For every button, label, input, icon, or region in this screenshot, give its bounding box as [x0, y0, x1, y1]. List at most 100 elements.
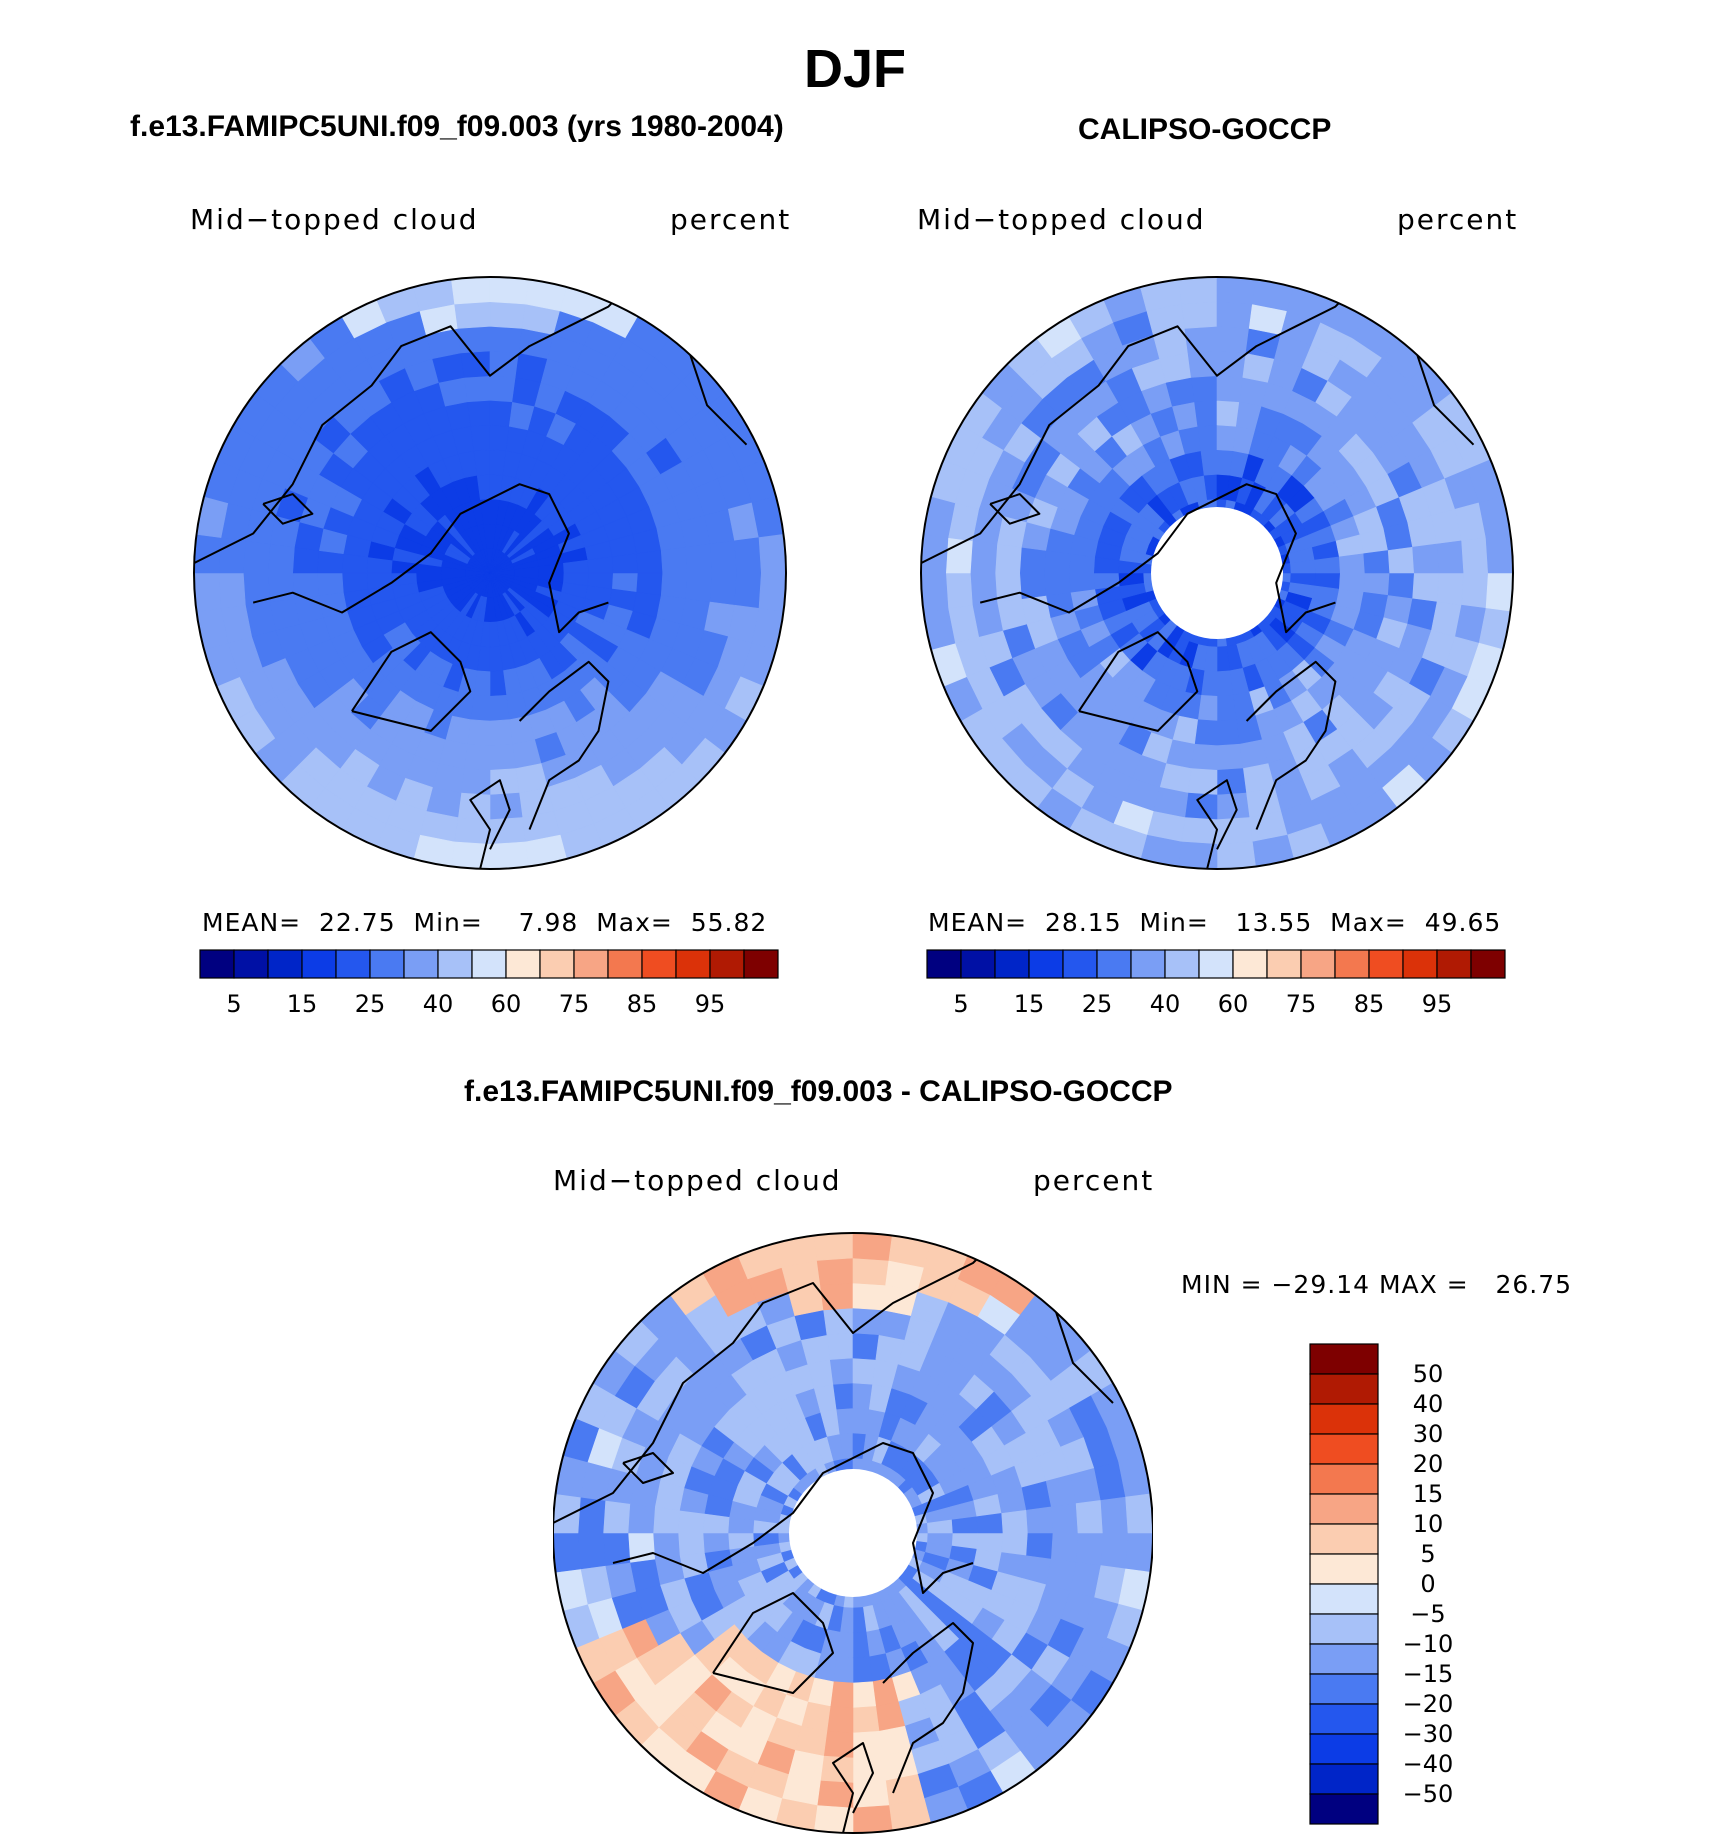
- panel1-variable-label: Mid−topped cloud: [190, 203, 479, 236]
- panel1-colorbar-swatch: [505, 949, 541, 979]
- panel3-colorbar-swatch: [1309, 1463, 1379, 1495]
- panel3-title: f.e13.FAMIPC5UNI.f09_f09.003 - CALIPSO-G…: [464, 1075, 1173, 1108]
- panel2-colorbar-swatch: [1266, 949, 1302, 979]
- panel2-colorbar-swatch: [1198, 949, 1234, 979]
- panel1-colorbar-swatch: [743, 949, 779, 979]
- panel2-polar-map: [920, 276, 1514, 870]
- panel3-colorbar-tick-label: −10: [1403, 1630, 1454, 1658]
- panel2-colorbar: 5 15 25 40 60 75 85 95: [926, 949, 1506, 1018]
- figure-title: DJF: [803, 39, 906, 99]
- coastline-segment: [921, 277, 1366, 564]
- panel3-colorbar-swatch: [1309, 1493, 1379, 1525]
- panel3-colorbar-swatch: [1309, 1733, 1379, 1765]
- panel3-colorbar-swatch: [1309, 1373, 1379, 1405]
- panel3-colorbar-tick-label: 15: [1413, 1480, 1444, 1508]
- panel2-colorbar-tick-label: 60: [1218, 990, 1249, 1018]
- panel2-max-label: Max=: [1330, 908, 1407, 937]
- panel1-colorbar-tick-label: 40: [423, 990, 454, 1018]
- panel3-colorbar-tick-label: −50: [1403, 1780, 1454, 1808]
- panel3-colorbar-tick-label: 10: [1413, 1510, 1444, 1538]
- panel2-colorbar-swatch: [1334, 949, 1370, 979]
- panel3-colorbar-swatch: [1309, 1673, 1379, 1705]
- panel2-colorbar-swatch: [1402, 949, 1438, 979]
- panel1-colorbar-tick-label: 95: [695, 990, 726, 1018]
- panel2-units-label: percent: [1397, 203, 1519, 236]
- panel1-colorbar-swatch: [607, 949, 643, 979]
- coastline-segment: [622, 1452, 674, 1484]
- panel1-colorbar-swatch: [301, 949, 337, 979]
- panel3-colorbar-swatch: [1309, 1403, 1379, 1435]
- panel3-colorbar-tick-label: 30: [1413, 1420, 1444, 1448]
- coastline-segment: [832, 1742, 874, 1833]
- panel2-colorbar-swatch: [926, 949, 962, 979]
- coastline-segment: [1245, 660, 1337, 830]
- panel2-stats: MEAN= 28.15 Min= 13.55 Max= 49.65: [928, 908, 1501, 937]
- coastline-segment: [882, 1622, 974, 1794]
- panel3-minmax: MIN = −29.14 MAX = 26.75: [1181, 1270, 1573, 1299]
- coastline-segment: [989, 493, 1041, 525]
- panel3-colorbar-swatch: [1309, 1523, 1379, 1555]
- panel1-map-border: [193, 276, 787, 870]
- panel2-colorbar-swatch: [1096, 949, 1132, 979]
- panel1-colorbar-swatch: [539, 949, 575, 979]
- panel3-colorbar-swatch: [1309, 1793, 1379, 1825]
- panel2-min-label: Min=: [1139, 908, 1209, 937]
- panel1-colorbar-tick-label: 75: [559, 990, 590, 1018]
- panel1-colorbar-swatch: [267, 949, 303, 979]
- panel2-title: CALIPSO-GOCCP: [1078, 113, 1332, 146]
- panel2-colorbar-swatch: [1232, 949, 1268, 979]
- panel2-colorbar-swatch: [1470, 949, 1506, 979]
- coastline-segment: [252, 483, 609, 634]
- panel3-colorbar-swatch: [1309, 1433, 1379, 1465]
- panel2-colorbar-swatch: [1164, 949, 1200, 979]
- panel2-colorbar-swatch: [960, 949, 996, 979]
- panel1-colorbar-tick-label: 60: [491, 990, 522, 1018]
- panel1-colorbar-swatch: [335, 949, 371, 979]
- coastline-segment: [194, 277, 639, 564]
- coastline-segment: [351, 631, 472, 732]
- panel3-polar-map: [553, 1232, 1153, 1834]
- panel1-colorbar-swatch: [641, 949, 677, 979]
- panel3-missing-data-hole: [789, 1469, 917, 1597]
- panel3-colorbar-tick-label: −5: [1410, 1600, 1445, 1628]
- panel2-min-value: 13.55: [1235, 908, 1313, 937]
- panel2-colorbar-tick-label: 75: [1286, 990, 1317, 1018]
- panel1-mean-value: 22.75: [319, 908, 396, 937]
- panel1-mean-label: MEAN=: [202, 908, 302, 937]
- panel1-colorbar-swatch: [233, 949, 269, 979]
- panel1-min-label: Min=: [413, 908, 483, 937]
- panel2-max-value: 49.65: [1424, 908, 1502, 937]
- panel3-colorbar-tick-label: −40: [1403, 1750, 1454, 1778]
- panel1-max-label: Max=: [596, 908, 673, 937]
- coastline-segment: [712, 1592, 834, 1694]
- coastline-segment: [262, 493, 314, 525]
- panel2-map-border: [920, 276, 1514, 870]
- panel2-colorbar-swatch: [1300, 949, 1336, 979]
- panel1-colorbar-swatch: [437, 949, 473, 979]
- panel2-colorbar-tick-label: 40: [1150, 990, 1181, 1018]
- panel1-polar-map: [193, 276, 787, 870]
- panel2-colorbar-tick-label: 25: [1082, 990, 1113, 1018]
- panel3-colorbar-swatch: [1309, 1613, 1379, 1645]
- panel3-colorbar-tick-label: −30: [1403, 1720, 1454, 1748]
- panel1-colorbar-tick-label: 85: [627, 990, 658, 1018]
- panel3-colorbar-swatch: [1309, 1643, 1379, 1675]
- panel1-colorbar-tick-label: 5: [226, 990, 241, 1018]
- panel3-colorbar-tick-label: −20: [1403, 1690, 1454, 1718]
- panel3-map-border: [553, 1232, 1153, 1834]
- panel2-missing-data-hole: [1151, 507, 1283, 639]
- panel1-colorbar-swatch: [369, 949, 405, 979]
- coastline-segment: [1078, 631, 1199, 732]
- panel2-colorbar-swatch: [1028, 949, 1064, 979]
- panel2-colorbar-swatch: [994, 949, 1030, 979]
- panel2-colorbar-tick-label: 15: [1014, 990, 1045, 1018]
- coastline-segment: [553, 1233, 1004, 1524]
- panel1-colorbar-swatch: [403, 949, 439, 979]
- panel1-units-label: percent: [670, 203, 792, 236]
- panel3-colorbar-tick-label: 20: [1413, 1450, 1444, 1478]
- panel2-colorbar-tick-label: 85: [1354, 990, 1385, 1018]
- panel2-colorbar-swatch: [1368, 949, 1404, 979]
- panel1-max-value: 55.82: [690, 908, 768, 937]
- coastline-segment: [979, 483, 1336, 634]
